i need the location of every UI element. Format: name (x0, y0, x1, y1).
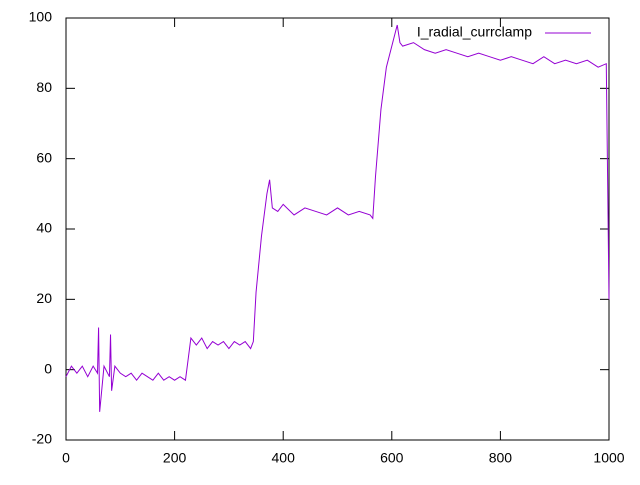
y-tick-label: 40 (36, 220, 52, 236)
x-tick-label: 400 (272, 450, 296, 466)
y-tick-label: 60 (36, 149, 52, 165)
x-tick-label: 800 (489, 450, 513, 466)
y-tick-label: 0 (44, 360, 52, 376)
legend-label: I_radial_currclamp (417, 24, 532, 40)
x-tick-label: 600 (380, 450, 404, 466)
y-tick-label: -20 (32, 431, 52, 447)
x-tick-label: 0 (62, 450, 70, 466)
x-tick-label: 1000 (593, 450, 624, 466)
x-tick-label: 200 (163, 450, 187, 466)
y-tick-label: 80 (36, 79, 52, 95)
y-tick-label: 20 (36, 290, 52, 306)
y-tick-label: 100 (29, 9, 53, 25)
data-line (65, 24, 610, 412)
